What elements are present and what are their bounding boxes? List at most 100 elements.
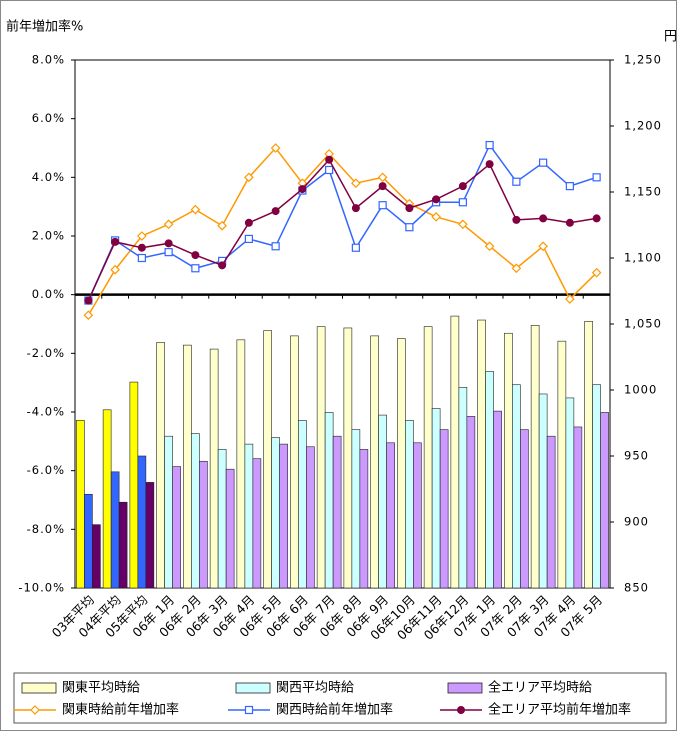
bar	[458, 387, 468, 589]
bar	[118, 501, 128, 589]
bar	[145, 482, 155, 589]
line-marker	[591, 267, 602, 278]
bar	[565, 397, 575, 589]
y-tick-label: 8.0%	[32, 53, 65, 67]
bar	[477, 319, 486, 589]
legend-marker	[457, 706, 465, 714]
line-marker	[190, 204, 201, 215]
bar	[370, 335, 379, 589]
y2-tick-label: 950	[624, 449, 649, 463]
bar	[217, 449, 227, 589]
bar	[252, 458, 262, 589]
line-marker	[83, 310, 94, 321]
line	[87, 158, 597, 301]
bar	[351, 429, 361, 589]
bar	[209, 348, 219, 589]
line-marker	[511, 263, 522, 274]
line-marker	[405, 223, 414, 232]
legend-label: 関西平均時給	[276, 681, 354, 696]
bar	[156, 342, 165, 589]
y-tick-label: -6.0%	[27, 463, 65, 477]
y-tick-label: 4.0%	[32, 170, 65, 184]
y2-tick-label: 900	[624, 515, 649, 529]
line-marker	[458, 198, 467, 207]
line-marker	[485, 140, 494, 150]
line-marker	[378, 182, 387, 191]
line-marker	[351, 204, 360, 213]
line-marker	[218, 261, 227, 270]
bar	[485, 371, 494, 589]
bar	[183, 344, 192, 589]
legend-label: 関東平均時給	[62, 680, 140, 696]
line-marker	[592, 173, 601, 182]
bar	[504, 332, 513, 589]
line-marker	[164, 248, 173, 257]
legend-swatch	[21, 682, 57, 694]
bar	[557, 340, 567, 589]
bar	[244, 443, 254, 589]
bar	[84, 493, 93, 589]
line-marker	[271, 242, 280, 251]
line-marker	[405, 204, 414, 213]
bar	[298, 420, 307, 589]
y2-tick-label: 1,050	[624, 317, 662, 331]
y2-tick-label: 850	[624, 581, 649, 595]
legend-marker	[30, 705, 40, 715]
bar	[343, 327, 353, 589]
bar	[584, 321, 593, 589]
line-marker	[271, 207, 280, 216]
line-marker	[458, 219, 468, 230]
legend-label: 全エリア平均時給	[488, 680, 592, 696]
bar	[191, 433, 200, 589]
y-tick-label: -10.0%	[18, 581, 65, 595]
line-marker	[484, 241, 495, 252]
line-marker	[458, 182, 467, 191]
line-marker	[325, 165, 334, 175]
bar	[466, 416, 476, 589]
y2-tick-label: 1,200	[624, 119, 662, 133]
line-marker	[485, 160, 494, 169]
y-tick-label: -8.0%	[27, 522, 65, 536]
bar	[306, 446, 315, 589]
bar	[512, 384, 521, 589]
bar	[102, 409, 112, 589]
line-marker	[325, 155, 334, 164]
line-marker	[84, 296, 93, 305]
line-marker	[565, 182, 574, 191]
line-marker	[431, 212, 441, 222]
bar	[236, 339, 246, 589]
bar	[600, 412, 609, 589]
y2-tick-label: 1,150	[624, 185, 662, 199]
y-tick-label: 6.0%	[32, 111, 65, 125]
bar	[423, 326, 433, 589]
legend-label: 関東時給前年増加率	[62, 702, 179, 718]
line-marker	[137, 243, 146, 252]
line-marker	[270, 143, 281, 153]
bar	[110, 471, 120, 589]
legend-swatch	[235, 682, 271, 694]
y-axis-title: 前年増加率%	[6, 19, 83, 35]
bar	[546, 435, 556, 589]
y2-tick-label: 1,100	[624, 251, 662, 265]
bar	[76, 420, 85, 589]
bar	[573, 426, 583, 589]
line-marker	[137, 253, 146, 263]
legend-swatch	[447, 682, 483, 694]
line-marker	[163, 219, 174, 230]
bar	[530, 325, 540, 589]
y2-tick-label: 1000	[624, 383, 657, 397]
bar	[493, 410, 502, 589]
line	[87, 146, 598, 316]
bar	[538, 393, 548, 589]
line-marker	[110, 264, 120, 275]
bar	[378, 414, 387, 589]
line-marker	[378, 201, 387, 210]
bar	[172, 466, 181, 589]
line-marker	[298, 185, 307, 194]
line-marker	[217, 220, 227, 231]
line-marker	[351, 178, 361, 189]
line-marker	[111, 237, 120, 246]
line-marker	[565, 218, 574, 227]
bar	[199, 460, 208, 589]
bar	[520, 429, 529, 589]
